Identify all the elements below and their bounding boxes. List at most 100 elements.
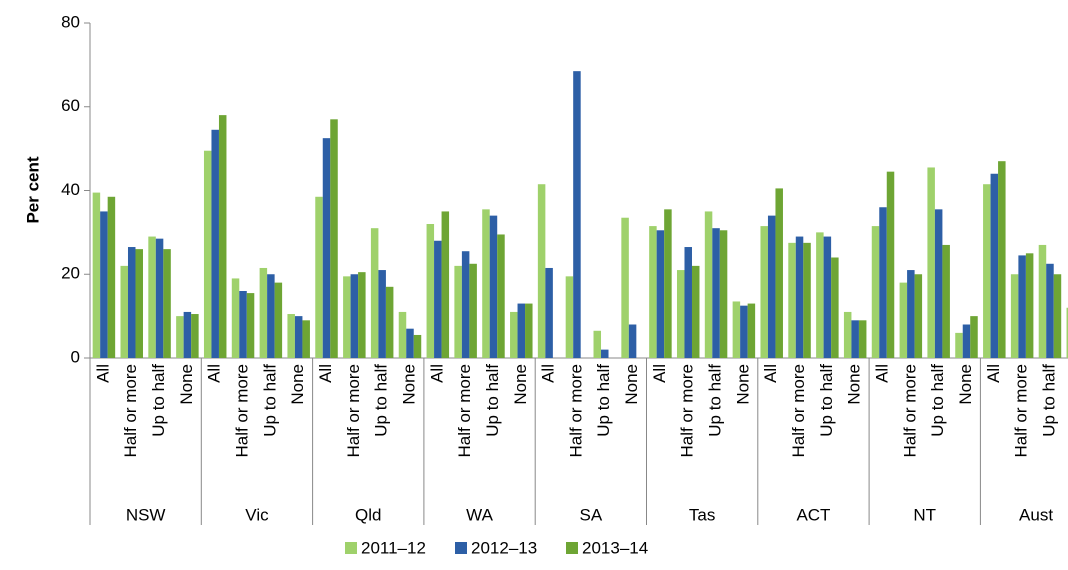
x-tick-label: Half or more: [900, 364, 919, 458]
x-tick-label: Half or more: [678, 364, 697, 458]
bar: [795, 236, 804, 358]
legend-label: 2013–14: [582, 538, 648, 557]
bar: [231, 278, 240, 358]
y-tick-label: 0: [71, 347, 80, 366]
bar: [955, 332, 963, 358]
bar: [831, 257, 839, 358]
x-tick-label: Up to half: [260, 364, 279, 437]
x-tick-label: All: [872, 364, 891, 383]
y-axis-label: Per cent: [23, 156, 42, 223]
bar: [907, 270, 915, 358]
bar: [962, 324, 971, 358]
x-tick-label: All: [650, 364, 669, 383]
bar: [330, 119, 338, 358]
bar: [413, 334, 422, 358]
bar: [767, 215, 776, 358]
bar: [760, 226, 768, 358]
bar: [203, 150, 212, 358]
x-tick-label: All: [984, 364, 1003, 383]
bar: [843, 311, 852, 358]
bar: [294, 316, 303, 358]
x-tick-label: Half or more: [233, 364, 252, 458]
bar: [545, 267, 553, 358]
bar: [343, 276, 351, 358]
x-tick-label: None: [733, 364, 752, 405]
bar: [788, 242, 796, 358]
group-label: Vic: [245, 505, 269, 524]
bar: [983, 184, 991, 358]
bar: [732, 301, 741, 358]
bar: [1053, 274, 1062, 358]
bar: [649, 226, 657, 358]
x-tick-label: None: [177, 364, 196, 405]
bar: [851, 320, 859, 358]
bar: [148, 236, 156, 358]
group-label: NSW: [126, 505, 166, 524]
bar: [621, 217, 629, 358]
bar: [370, 228, 379, 358]
bar: [704, 211, 713, 358]
bar: [302, 320, 310, 358]
bar: [497, 234, 505, 358]
bar: [454, 265, 462, 358]
x-tick-label: Up to half: [706, 364, 725, 437]
bar: [398, 311, 407, 358]
x-tick-label: Up to half: [594, 364, 613, 437]
bar: [525, 303, 533, 358]
bar: [510, 311, 518, 358]
legend-swatch: [455, 542, 467, 554]
bar: [127, 247, 136, 358]
x-tick-label: Up to half: [483, 364, 502, 437]
bar: [482, 209, 490, 358]
x-tick-label: Up to half: [928, 364, 947, 437]
bar: [927, 167, 935, 358]
bar: [719, 230, 728, 358]
bar: [191, 314, 199, 358]
bar: [1066, 307, 1068, 358]
x-tick-label: None: [956, 364, 975, 405]
x-tick-label: Up to half: [149, 364, 168, 437]
bar: [775, 188, 783, 358]
bar: [1025, 253, 1034, 358]
bar: [358, 272, 366, 358]
bar: [676, 270, 685, 358]
bar: [155, 238, 164, 358]
x-tick-label: None: [288, 364, 307, 405]
x-tick-label: Half or more: [455, 364, 474, 458]
x-tick-label: All: [539, 364, 558, 383]
bar: [1010, 274, 1019, 358]
bar: [441, 211, 450, 358]
group-label: Qld: [355, 505, 381, 524]
bar: [211, 129, 219, 358]
group-label: SA: [580, 505, 603, 524]
bar: [740, 305, 748, 358]
x-tick-label: All: [316, 364, 335, 383]
bar: [664, 209, 672, 358]
bar: [107, 196, 116, 358]
group-label: Aust: [1019, 505, 1053, 524]
group-label: WA: [466, 505, 493, 524]
bar: [712, 228, 720, 358]
bar: [899, 282, 908, 358]
bar: [469, 263, 477, 358]
bar: [879, 207, 887, 358]
bar: [315, 196, 323, 358]
bar: [434, 240, 442, 358]
bar: [1038, 244, 1047, 358]
bar: [461, 251, 470, 358]
bar: [135, 249, 143, 358]
bar: [259, 267, 268, 358]
bar: [287, 314, 295, 358]
group-label: Tas: [689, 505, 715, 524]
bar: [163, 249, 171, 358]
bar: [100, 211, 108, 358]
y-tick-label: 60: [61, 96, 80, 115]
y-tick-label: 80: [61, 12, 80, 31]
x-tick-label: Half or more: [1012, 364, 1031, 458]
x-tick-label: None: [511, 364, 530, 405]
bar: [684, 247, 692, 358]
bar: [350, 274, 359, 358]
bar: [517, 303, 526, 358]
bar: [601, 349, 609, 358]
x-tick-label: All: [427, 364, 446, 383]
